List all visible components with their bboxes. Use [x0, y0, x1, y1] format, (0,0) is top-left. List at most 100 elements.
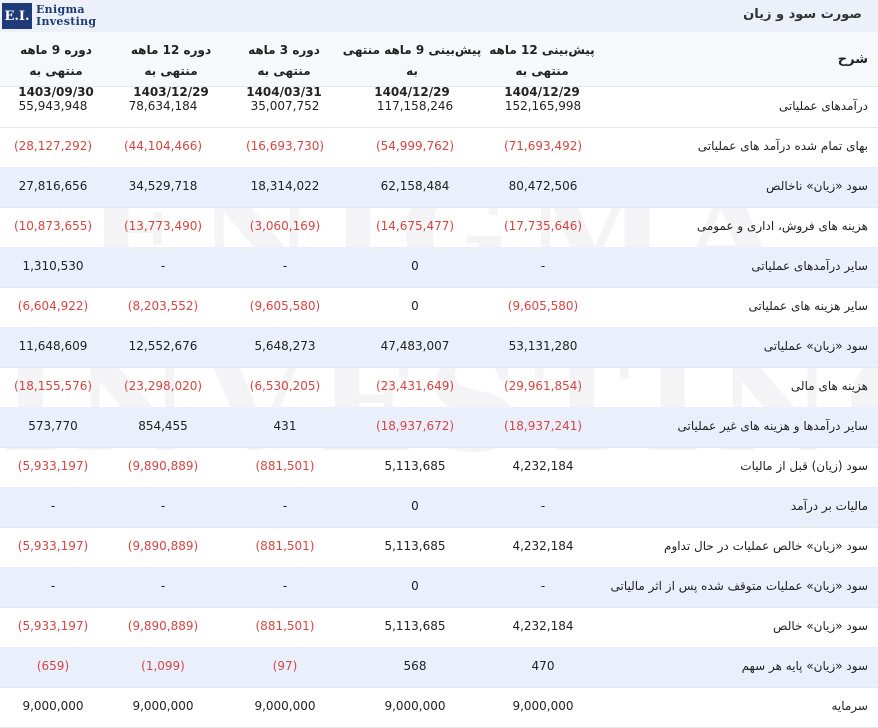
table-cell: 0 — [411, 259, 419, 273]
column-header-4: دوره 12 ماهه منتهی به 1403/12/29 — [130, 43, 212, 99]
logo-line1: Enigma — [36, 3, 85, 16]
top-bar: E.I. Enigma Investing صورت سود و زیان — [0, 0, 878, 33]
table-cell: 0 — [411, 499, 419, 513]
table-cell: 431 — [273, 419, 297, 433]
table-cell: - — [160, 259, 166, 273]
table-cell: 78,634,184 — [128, 99, 198, 113]
table-cell: 35,007,752 — [250, 99, 320, 113]
table-row: سود «زیان» خالص 4,232,184 5,113,685 (881,50… — [0, 607, 878, 648]
table-cell: (659) — [36, 659, 70, 673]
table-cell: (18,937,672) — [375, 419, 455, 433]
table-cell: - — [540, 499, 546, 513]
table-cell: 47,483,007 — [380, 339, 450, 353]
table-row: سود «زیان» پایه هر سهم 470 568 (97) (1,099) (… — [0, 647, 878, 688]
table-cell: (23,298,020) — [123, 379, 203, 393]
table-cell: 9,000,000 — [254, 699, 316, 713]
table-cell: (881,501) — [255, 539, 315, 553]
table-row: هزینه های مالی (29,961,854) (23,431,649) (6… — [0, 367, 878, 408]
logo-line2: Investing — [36, 15, 97, 28]
row-label: بهای تمام شده درآمد های عملیاتی — [697, 139, 868, 153]
row-label: هزینه های مالی — [790, 379, 868, 393]
table-cell: (3,060,169) — [249, 219, 321, 233]
table-cell: - — [282, 499, 288, 513]
table-cell: (5,933,197) — [17, 459, 89, 473]
column-header-1: پیش‌بینی 12 ماهه منتهی به 1404/12/29 — [489, 43, 595, 99]
table-cell: (6,604,922) — [17, 299, 89, 313]
table-cell: (28,127,292) — [13, 139, 93, 153]
table-cell: 1,310,530 — [22, 259, 84, 273]
table-cell: (8,203,552) — [127, 299, 199, 313]
row-label: هزینه های فروش، اداری و عمومی — [696, 219, 868, 233]
table-cell: 12,552,676 — [128, 339, 198, 353]
table-cell: - — [160, 499, 166, 513]
table-cell: - — [160, 579, 166, 593]
logo-mark: E.I. — [2, 3, 32, 29]
table-row: سود «زیان» عملیات متوقف شده پس از اثر ما… — [0, 567, 878, 608]
table-cell: 117,158,246 — [376, 99, 454, 113]
table-cell: (18,155,576) — [13, 379, 93, 393]
table-row: مالیات بر درآمد - 0 - - - — [0, 487, 878, 528]
table-row: سرمایه 9,000,000 9,000,000 9,000,000 9,000,0… — [0, 687, 878, 728]
table-row: بهای تمام شده درآمد های عملیاتی (71,693,4… — [0, 127, 878, 168]
table-cell: 9,000,000 — [512, 699, 574, 713]
table-cell: (97) — [272, 659, 298, 673]
table-cell: 4,232,184 — [512, 539, 574, 553]
column-header-2: پیش‌بینی 9 ماهه منتهی به 1404/12/29 — [342, 43, 482, 99]
table-cell: (10,873,655) — [13, 219, 93, 233]
table-row: سود «زیان» خالص عملیات در حال تداوم 4,232… — [0, 527, 878, 568]
table-cell: (9,890,889) — [127, 459, 199, 473]
table-cell: 0 — [411, 579, 419, 593]
row-label: سود (زیان) قبل از مالیات — [740, 459, 868, 473]
row-label: سایر هزینه های عملیاتی — [748, 299, 868, 313]
table-cell: (5,933,197) — [17, 539, 89, 553]
table-cell: 27,816,656 — [18, 179, 88, 193]
table-cell: (9,605,580) — [507, 299, 579, 313]
table-cell: (881,501) — [255, 459, 315, 473]
row-label: مالیات بر درآمد — [790, 499, 868, 513]
table-cell: (17,735,646) — [503, 219, 583, 233]
table-cell: 9,000,000 — [22, 699, 84, 713]
table-cell: (23,431,649) — [375, 379, 455, 393]
table-row: سایر درآمدهای عملیاتی - 0 - - 1,310,530 — [0, 247, 878, 288]
enigma-investing-logo[interactable]: E.I. Enigma Investing — [0, 0, 96, 32]
table-row: سایر هزینه های عملیاتی (9,605,580) 0 (9,605… — [0, 287, 878, 328]
row-label: سود «زیان» عملیاتی — [763, 339, 868, 353]
table-cell: (9,605,580) — [249, 299, 321, 313]
table-cell: (9,890,889) — [127, 619, 199, 633]
row-label: سود «زیان» عملیات متوقف شده پس از اثر ما… — [610, 579, 868, 593]
table-cell: 34,529,718 — [128, 179, 198, 193]
table-row: سود (زیان) قبل از مالیات 4,232,184 5,113,6… — [0, 447, 878, 488]
table-cell: 4,232,184 — [512, 619, 574, 633]
table-cell: (16,693,730) — [245, 139, 325, 153]
table-cell: (9,890,889) — [127, 539, 199, 553]
table-cell: 470 — [531, 659, 555, 673]
table-cell: - — [540, 579, 546, 593]
logo-wordmark: Enigma Investing — [36, 4, 96, 28]
table-cell: 573,770 — [28, 419, 78, 433]
table-cell: 5,113,685 — [384, 539, 446, 553]
table-row: سایر درآمدها و هزینه های غیر عملیاتی (18,… — [0, 407, 878, 448]
table-cell: 5,648,273 — [254, 339, 316, 353]
table-row: درآمدهای عملیاتی 152,165,998 117,158,246 35… — [0, 87, 878, 128]
table-cell: (44,104,466) — [123, 139, 203, 153]
table-cell: 5,113,685 — [384, 619, 446, 633]
table-cell: (18,937,241) — [503, 419, 583, 433]
table-cell: 0 — [411, 299, 419, 313]
row-label: سایر درآمدهای عملیاتی — [751, 259, 868, 273]
table-cell: (881,501) — [255, 619, 315, 633]
table-cell: 4,232,184 — [512, 459, 574, 473]
table-cell: 9,000,000 — [384, 699, 446, 713]
row-label: سرمایه — [831, 699, 868, 713]
table-cell: 11,648,609 — [18, 339, 88, 353]
table-cell: 80,472,506 — [508, 179, 578, 193]
table-row: سود «زیان» ناخالص 80,472,506 62,158,484 18,… — [0, 167, 878, 208]
table-cell: 53,131,280 — [508, 339, 578, 353]
row-label: سود «زیان» خالص عملیات در حال تداوم — [664, 539, 868, 553]
table-cell: (29,961,854) — [503, 379, 583, 393]
row-label: سود «زیان» خالص — [773, 619, 868, 633]
table-cell: - — [282, 259, 288, 273]
table-cell: 152,165,998 — [504, 99, 582, 113]
table-header: شرح پیش‌بینی 12 ماهه منتهی به 1404/12/29… — [0, 32, 878, 99]
table-cell: (71,693,492) — [503, 139, 583, 153]
row-label: سایر درآمدها و هزینه های غیر عملیاتی — [677, 419, 868, 433]
